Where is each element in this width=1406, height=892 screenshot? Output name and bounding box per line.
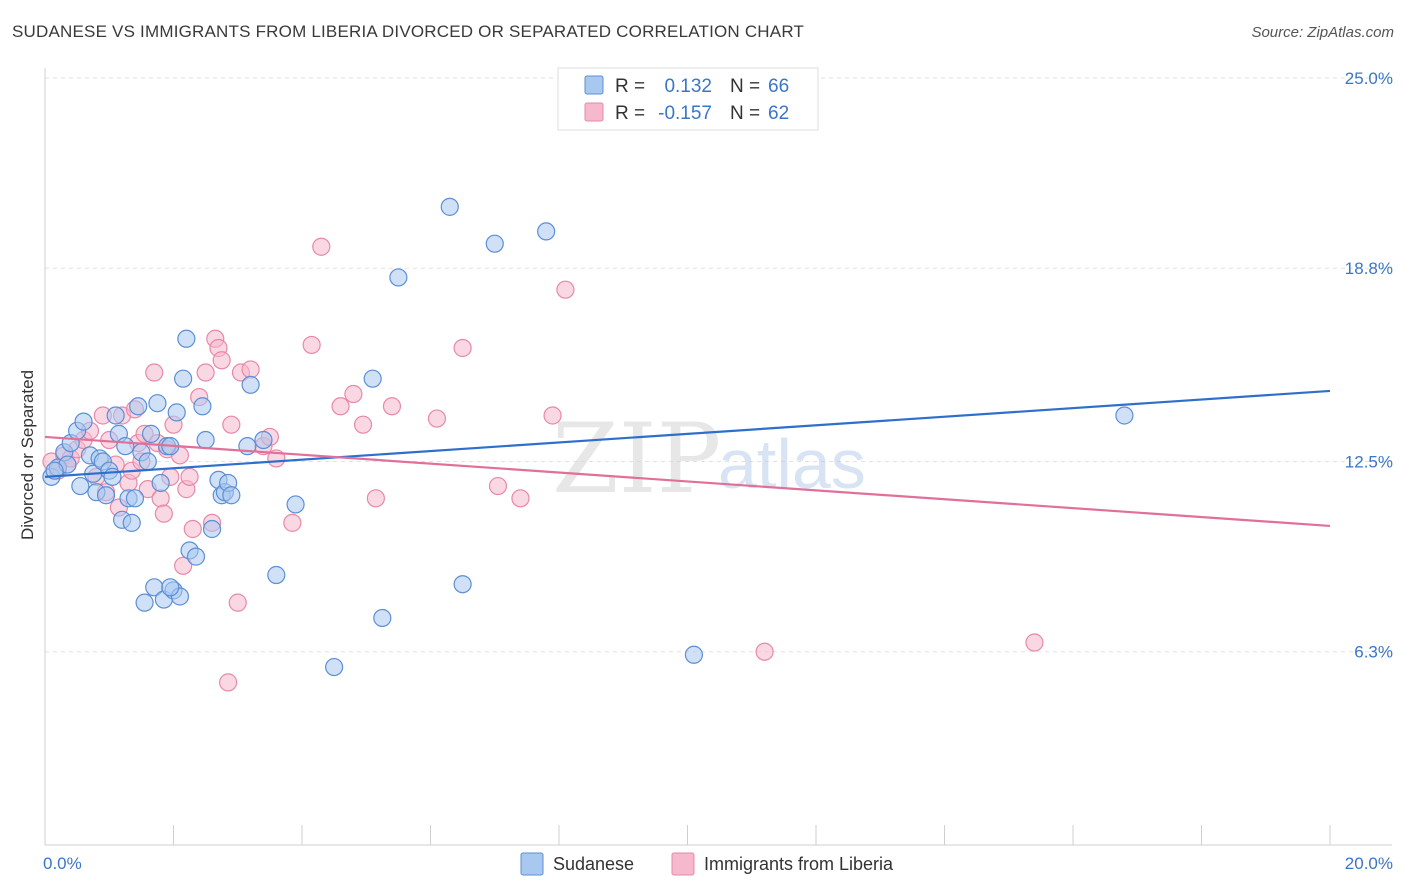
point-liberia-35 [196, 363, 215, 382]
chart-title: SUDANESE VS IMMIGRANTS FROM LIBERIA DIVO… [12, 22, 805, 41]
top-legend: R = 0.132 N = 66 R = -0.157 N = 62 [557, 67, 819, 131]
point-liberia-62 [755, 642, 774, 661]
point-sudanese-15 [106, 406, 125, 425]
point-liberia-22 [145, 363, 164, 382]
point-sudanese-52 [325, 657, 344, 677]
x-tick-label-0: 0.0% [43, 854, 82, 873]
point-sudanese-49 [254, 430, 273, 450]
y-axis-title: Divorced or Separated [18, 370, 37, 540]
bottom-legend-swatch-sudanese [520, 852, 544, 876]
trend-line-sudanese [44, 389, 1331, 478]
legend-n-label-2: N = [730, 103, 760, 124]
point-sudanese-21 [125, 489, 145, 508]
legend-r-value-1: 0.132 [664, 76, 712, 97]
bottom-legend-sudanese: Sudanese [553, 854, 634, 874]
point-liberia-33 [183, 519, 202, 539]
legend-r-label-1: R = [615, 76, 645, 97]
point-sudanese-36 [174, 369, 193, 388]
bottom-legend-swatch-liberia [671, 852, 695, 876]
point-sudanese-51 [286, 495, 305, 514]
y-tick-label-3: 25.0% [1345, 69, 1393, 88]
point-liberia-59 [511, 489, 530, 508]
trend-line-liberia [44, 435, 1331, 528]
point-liberia-39 [212, 351, 231, 370]
point-sudanese-12 [96, 486, 116, 505]
point-sudanese-41 [196, 430, 215, 450]
point-sudanese-58 [485, 234, 504, 253]
point-liberia-42 [228, 593, 247, 612]
y-tick-label-0: 6.3% [1354, 643, 1393, 662]
point-sudanese-20 [122, 513, 141, 532]
legend-n-value-2: 62 [768, 103, 789, 124]
point-sudanese-24 [135, 593, 154, 612]
point-liberia-52 [344, 384, 363, 404]
point-sudanese-42 [202, 519, 222, 539]
legend-r-label-2: R = [615, 103, 645, 124]
y-tick-label-2: 18.8% [1345, 259, 1393, 278]
point-liberia-58 [488, 476, 508, 496]
source-credit: Source: ZipAtlas.com [1251, 24, 1394, 41]
watermark: ZIP atlas [552, 403, 866, 515]
point-liberia-24 [151, 489, 170, 508]
point-sudanese-6 [74, 412, 93, 431]
point-liberia-41 [222, 415, 241, 434]
point-liberia-57 [453, 338, 472, 358]
point-sudanese-64 [222, 486, 241, 505]
trend-lines [44, 389, 1331, 528]
point-sudanese-26 [141, 424, 161, 443]
point-sudanese-60 [684, 645, 704, 664]
tick-labels: 6.3% 12.5% 18.8% 25.0% 0.0% 20.0% [43, 69, 1393, 873]
point-liberia-56 [427, 409, 447, 428]
point-liberia-40 [219, 673, 238, 692]
point-sudanese-56 [440, 197, 459, 216]
point-liberia-55 [382, 397, 402, 416]
point-sudanese-34 [167, 403, 186, 422]
y-tick-label-1: 12.5% [1345, 453, 1393, 472]
legend-n-value-1: 66 [768, 76, 789, 97]
point-liberia-30 [174, 556, 193, 575]
point-liberia-44 [241, 360, 260, 379]
point-sudanese-47 [241, 375, 260, 394]
point-liberia-60 [543, 406, 562, 425]
point-sudanese-22 [129, 397, 148, 416]
watermark-zip: ZIP [552, 403, 721, 515]
point-liberia-61 [556, 280, 575, 299]
x-tick-label-1: 20.0% [1345, 854, 1393, 873]
legend-n-label-1: N = [730, 76, 760, 97]
point-liberia-53 [353, 415, 373, 434]
point-liberia-48 [283, 513, 302, 532]
point-liberia-32 [180, 467, 199, 486]
point-sudanese-40 [193, 397, 212, 416]
point-sudanese-57 [453, 575, 472, 594]
point-liberia-63 [1025, 633, 1044, 652]
point-liberia-50 [312, 237, 331, 256]
point-sudanese-53 [363, 369, 382, 388]
point-liberia-49 [302, 335, 321, 355]
point-sudanese-29 [151, 473, 170, 493]
bottom-legend-liberia: Immigrants from Liberia [704, 854, 894, 874]
point-liberia-51 [331, 397, 350, 416]
point-sudanese-18 [116, 437, 135, 456]
point-sudanese-65 [161, 578, 180, 597]
point-sudanese-25 [138, 452, 157, 471]
point-sudanese-5 [71, 476, 90, 496]
point-sudanese-39 [186, 547, 206, 566]
watermark-atlas: atlas [718, 425, 866, 503]
bottom-legend: Sudanese Immigrants from Liberia [520, 852, 894, 876]
point-sudanese-54 [373, 608, 392, 628]
point-liberia-54 [366, 489, 385, 508]
point-sudanese-55 [389, 268, 408, 287]
legend-swatch-liberia [584, 102, 604, 122]
point-sudanese-50 [267, 565, 286, 585]
point-sudanese-61 [1115, 406, 1134, 425]
series-liberia-points [42, 237, 1044, 692]
point-sudanese-28 [148, 394, 167, 413]
legend-r-value-2: -0.157 [658, 103, 712, 124]
point-liberia-25 [154, 504, 173, 523]
point-sudanese-37 [177, 329, 196, 348]
legend-swatch-sudanese [584, 75, 604, 95]
point-sudanese-59 [537, 222, 556, 241]
